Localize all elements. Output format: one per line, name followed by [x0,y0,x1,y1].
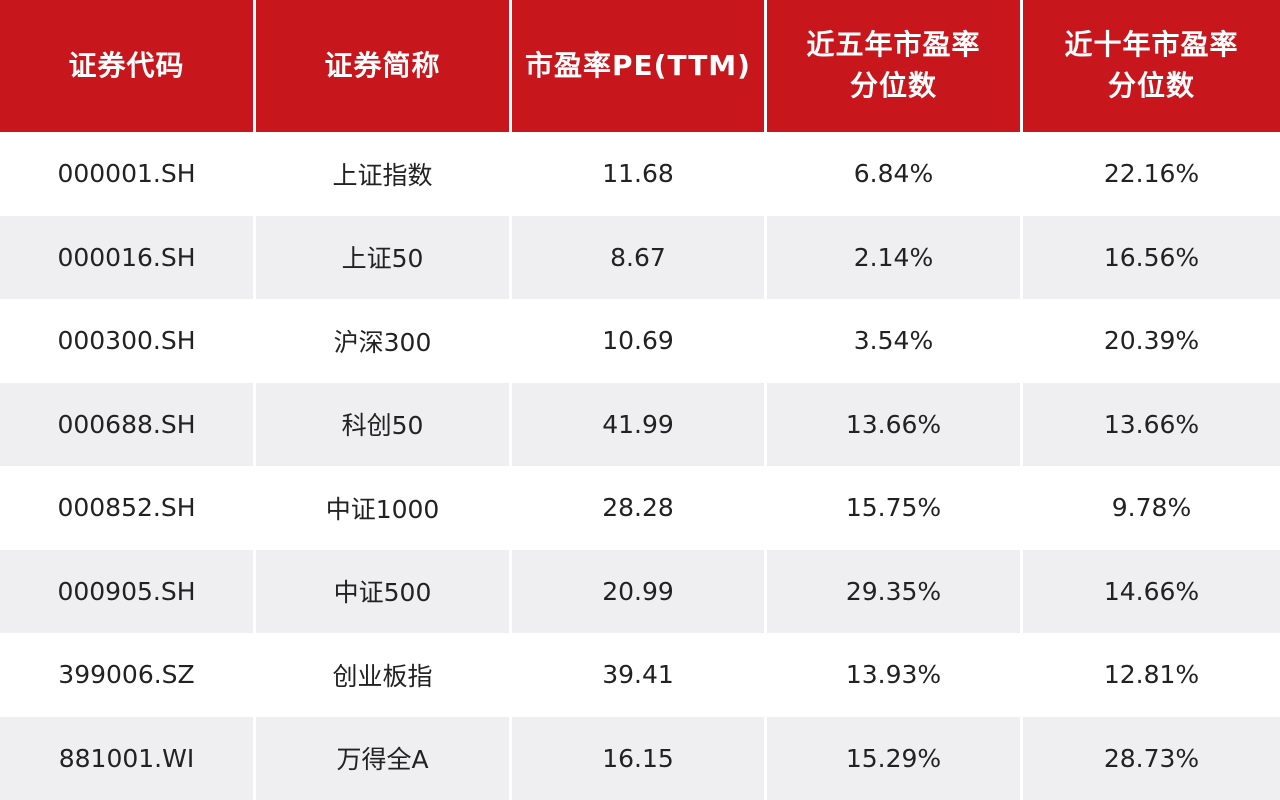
cell-percentile-10y: 22.16% [1023,132,1280,216]
cell-pe: 20.99 [512,549,767,633]
cell-code: 000905.SH [0,549,256,633]
cell-percentile-10y: 28.73% [1023,716,1280,800]
header-pe-percentile-5y: 近五年市盈率 分位数 [767,0,1023,132]
cell-pe: 16.15 [512,716,767,800]
cell-pe: 39.41 [512,633,767,717]
cell-code: 000001.SH [0,132,256,216]
cell-percentile-5y: 6.84% [767,132,1023,216]
cell-name: 中证500 [256,549,512,633]
cell-name: 上证指数 [256,132,512,216]
cell-percentile-10y: 20.39% [1023,299,1280,383]
cell-name: 科创50 [256,382,512,466]
header-security-code: 证券代码 [0,0,256,132]
cell-percentile-5y: 15.29% [767,716,1023,800]
cell-name: 沪深300 [256,299,512,383]
cell-percentile-10y: 12.81% [1023,633,1280,717]
header-security-name: 证券简称 [256,0,512,132]
cell-percentile-10y: 9.78% [1023,466,1280,550]
cell-percentile-5y: 3.54% [767,299,1023,383]
cell-code: 881001.WI [0,716,256,800]
cell-name: 上证50 [256,215,512,299]
cell-percentile-5y: 15.75% [767,466,1023,550]
header-pe-ttm: 市盈率PE(TTM) [512,0,767,132]
cell-name: 万得全A [256,716,512,800]
cell-pe: 11.68 [512,132,767,216]
cell-percentile-10y: 14.66% [1023,549,1280,633]
cell-name: 中证1000 [256,466,512,550]
header-pe-percentile-10y: 近十年市盈率 分位数 [1023,0,1280,132]
cell-percentile-5y: 13.93% [767,633,1023,717]
cell-percentile-5y: 2.14% [767,215,1023,299]
cell-percentile-5y: 13.66% [767,382,1023,466]
cell-percentile-10y: 16.56% [1023,215,1280,299]
cell-code: 000688.SH [0,382,256,466]
cell-code: 000300.SH [0,299,256,383]
cell-code: 000016.SH [0,215,256,299]
cell-percentile-5y: 29.35% [767,549,1023,633]
cell-pe: 10.69 [512,299,767,383]
cell-code: 399006.SZ [0,633,256,717]
cell-pe: 8.67 [512,215,767,299]
cell-code: 000852.SH [0,466,256,550]
cell-percentile-10y: 13.66% [1023,382,1280,466]
cell-pe: 41.99 [512,382,767,466]
cell-name: 创业板指 [256,633,512,717]
cell-pe: 28.28 [512,466,767,550]
